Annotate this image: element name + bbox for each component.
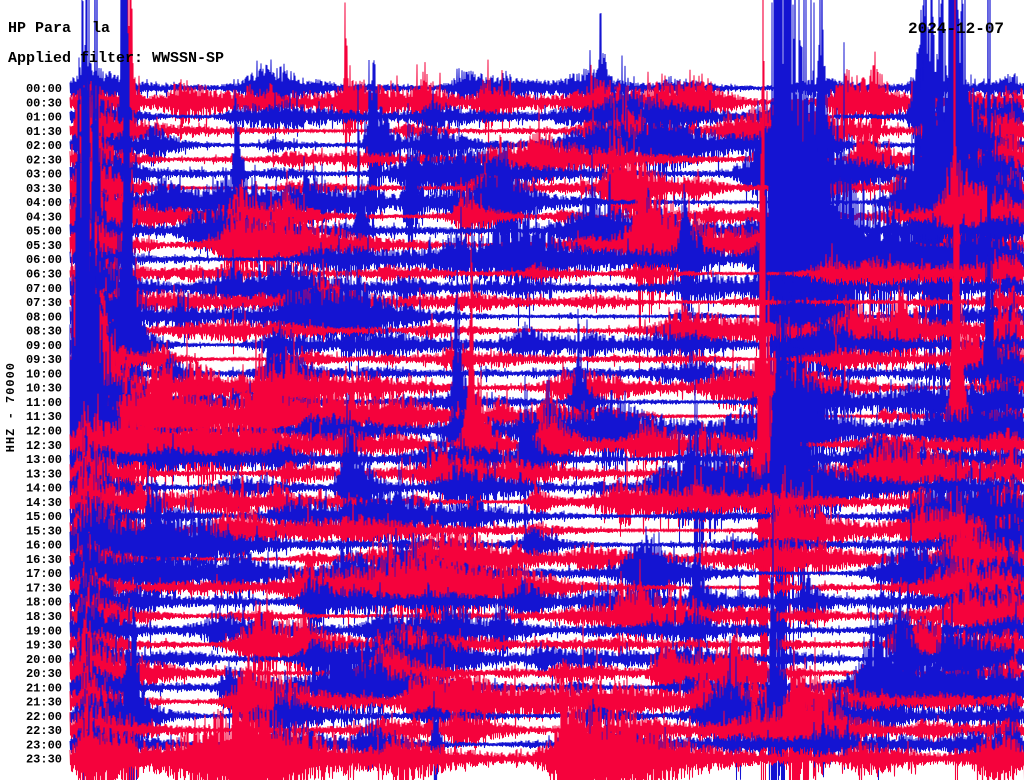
trace-row-00:30 — [69, 0, 1024, 327]
time-label-13:00: 13:00 — [26, 453, 62, 467]
time-label-21:00: 21:00 — [26, 681, 62, 695]
trace-row-15:30 — [69, 459, 1024, 602]
time-label-04:00: 04:00 — [26, 196, 62, 210]
station-name-suffix: la — [92, 20, 111, 37]
applied-filter-label: Applied filter: WWSSN-SP — [8, 50, 225, 67]
time-label-08:00: 08:00 — [26, 310, 62, 324]
time-label-14:30: 14:30 — [26, 496, 62, 510]
trace-row-14:30 — [69, 431, 1024, 575]
trace-row-23:30 — [69, 606, 1024, 780]
time-label-16:30: 16:30 — [26, 553, 62, 567]
time-label-21:30: 21:30 — [26, 696, 62, 710]
time-label-07:30: 07:30 — [26, 296, 62, 310]
time-label-09:30: 09:30 — [26, 353, 62, 367]
time-label-15:00: 15:00 — [26, 510, 62, 524]
station-name-prefix: HP Para — [8, 20, 72, 37]
time-label-17:30: 17:30 — [26, 582, 62, 596]
trace-row-22:30 — [69, 637, 1024, 780]
time-label-00:00: 00:00 — [26, 82, 62, 96]
time-label-11:00: 11:00 — [26, 396, 62, 410]
time-label-12:30: 12:30 — [26, 439, 62, 453]
trace-row-09:30 — [69, 304, 1024, 447]
time-label-03:00: 03:00 — [26, 168, 62, 182]
trace-row-10:00 — [69, 0, 1024, 780]
time-label-02:00: 02:00 — [26, 139, 62, 153]
time-label-18:00: 18:00 — [26, 596, 62, 610]
time-label-16:00: 16:00 — [26, 539, 62, 553]
trace-row-17:30 — [69, 519, 1024, 688]
time-label-06:00: 06:00 — [26, 253, 62, 267]
time-label-03:30: 03:30 — [26, 182, 62, 196]
date-label: 2024-12-07 — [908, 20, 1005, 38]
time-label-15:30: 15:30 — [26, 524, 62, 538]
time-label-05:30: 05:30 — [26, 239, 62, 253]
time-label-17:00: 17:00 — [26, 567, 62, 581]
time-label-22:00: 22:00 — [26, 710, 62, 724]
time-label-09:00: 09:00 — [26, 339, 62, 353]
time-label-04:30: 04:30 — [26, 210, 62, 224]
trace-row-18:30 — [69, 558, 1024, 675]
trace-row-15:00 — [69, 432, 1024, 592]
trace-row-04:30 — [69, 113, 1024, 297]
time-label-10:00: 10:00 — [26, 367, 62, 381]
trace-row-19:00 — [69, 580, 1024, 675]
time-label-05:00: 05:00 — [26, 225, 62, 239]
channel-scale-label: HHZ - 70000 — [4, 362, 18, 453]
trace-row-09:00 — [69, 0, 1024, 697]
trace-row-01:30 — [69, 73, 1024, 202]
time-label-07:00: 07:00 — [26, 282, 62, 296]
time-label-20:00: 20:00 — [26, 653, 62, 667]
trace-row-04:00 — [69, 0, 1024, 488]
time-label-02:30: 02:30 — [26, 153, 62, 167]
time-label-23:00: 23:00 — [26, 738, 62, 752]
time-label-12:00: 12:00 — [26, 425, 62, 439]
trace-row-08:30 — [69, 256, 1024, 383]
time-label-14:00: 14:00 — [26, 482, 62, 496]
trace-row-01:00 — [69, 0, 1024, 454]
time-label-19:00: 19:00 — [26, 624, 62, 638]
time-label-00:30: 00:30 — [26, 96, 62, 110]
trace-row-07:30 — [69, 258, 1024, 345]
time-label-18:30: 18:30 — [26, 610, 62, 624]
trace-row-17:00 — [69, 516, 1024, 628]
time-label-20:30: 20:30 — [26, 667, 62, 681]
time-label-23:30: 23:30 — [26, 753, 62, 767]
time-label-01:00: 01:00 — [26, 111, 62, 125]
trace-row-05:00 — [69, 0, 1024, 763]
trace-row-21:30 — [69, 640, 1024, 764]
time-label-22:30: 22:30 — [26, 724, 62, 738]
trace-row-03:00 — [69, 82, 1024, 279]
trace-row-16:00 — [69, 443, 1024, 654]
trace-row-18:00 — [69, 516, 1024, 660]
time-label-19:30: 19:30 — [26, 639, 62, 653]
trace-row-14:00 — [69, 292, 1024, 776]
time-label-06:30: 06:30 — [26, 268, 62, 282]
time-label-13:30: 13:30 — [26, 467, 62, 481]
time-label-10:30: 10:30 — [26, 382, 62, 396]
trace-row-07:00 — [69, 225, 1024, 350]
time-label-11:30: 11:30 — [26, 410, 62, 424]
time-label-01:30: 01:30 — [26, 125, 62, 139]
time-label-08:30: 08:30 — [26, 325, 62, 339]
